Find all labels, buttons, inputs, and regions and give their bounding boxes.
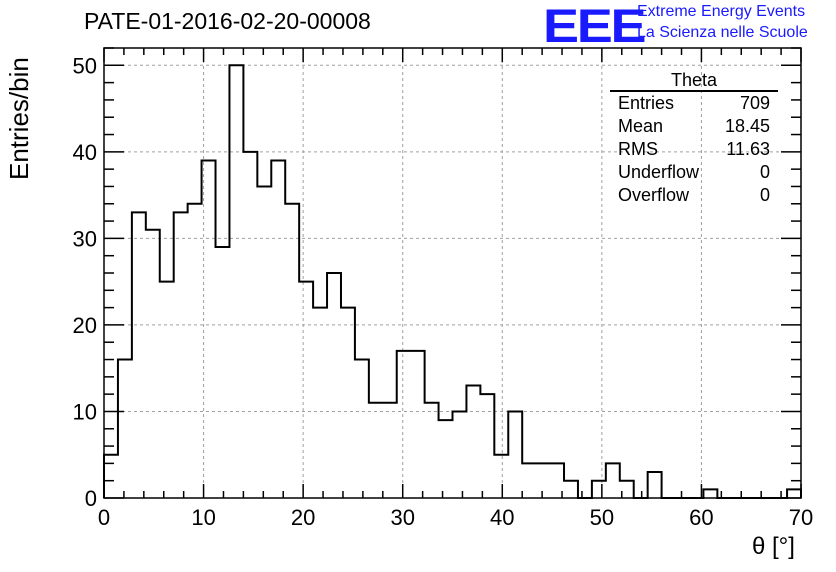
- stats-value: 0: [759, 185, 770, 205]
- stats-value: 11.63: [726, 139, 770, 159]
- histogram-bin: [411, 351, 425, 498]
- x-tick-label: 60: [689, 505, 713, 530]
- x-axis-label: θ [°]: [752, 533, 795, 560]
- x-tick-label: 50: [590, 505, 614, 530]
- histogram-bin: [648, 472, 662, 498]
- stats-row-mean: Mean 18.45: [610, 115, 778, 138]
- histogram-bin: [313, 308, 327, 498]
- tick-labels: 0 10 20 30 40 50 60 70 0 10 20 30 40 50: [73, 53, 814, 530]
- y-axis-label: Entries/bin: [4, 57, 34, 180]
- histogram-bin: [494, 455, 508, 498]
- histogram-bin: [174, 212, 188, 498]
- y-tick-label: 10: [73, 399, 97, 424]
- stats-box: Theta Entries 709 Mean 18.45 RMS 11.63 U…: [610, 70, 778, 207]
- x-tick-label: 70: [789, 505, 813, 530]
- x-tick-label: 20: [291, 505, 315, 530]
- histogram-bin: [285, 204, 299, 498]
- stats-title: Theta: [610, 70, 778, 92]
- histogram-bin: [355, 360, 369, 498]
- histogram-bin: [564, 481, 578, 498]
- histogram-bin: [132, 212, 146, 498]
- stats-row-underflow: Underflow 0: [610, 161, 778, 184]
- x-tick-label: 10: [191, 505, 215, 530]
- y-tick-label: 20: [73, 313, 97, 338]
- histogram-bin: [257, 186, 271, 498]
- histogram-bin: [271, 161, 285, 499]
- histogram-bin: [341, 308, 355, 498]
- stats-label: Mean: [618, 116, 664, 136]
- histogram-bin: [327, 273, 341, 498]
- histogram-bin: [369, 403, 383, 498]
- histogram-bin: [104, 455, 118, 498]
- stats-label: Entries: [618, 93, 675, 113]
- histogram-bin: [216, 247, 230, 498]
- histogram-bin: [160, 282, 174, 498]
- histogram-outline: [103, 64, 802, 499]
- stats-value: 18.45: [724, 116, 770, 136]
- stats-label: RMS: [618, 139, 658, 159]
- histogram-bin: [536, 463, 550, 498]
- x-tick-label: 0: [98, 505, 110, 530]
- histogram-bin: [522, 463, 536, 498]
- y-tick-label: 40: [73, 140, 97, 165]
- eee-logo: EEE: [543, 0, 647, 52]
- histogram-bin: [592, 481, 606, 498]
- stats-row-rms: RMS 11.63: [610, 138, 778, 161]
- histogram-bin: [453, 411, 467, 498]
- histogram-bin: [397, 351, 411, 498]
- y-tick-label: 30: [73, 226, 97, 251]
- histogram-bin: [299, 282, 313, 498]
- stats-value: 0: [759, 162, 770, 182]
- histogram-bin: [466, 386, 480, 499]
- histogram-bin: [703, 489, 717, 498]
- y-tick-label: 0: [85, 486, 97, 511]
- stats-value: 709: [739, 93, 770, 113]
- stats-label: Underflow: [618, 162, 700, 182]
- x-tick-label: 30: [390, 505, 414, 530]
- histogram-bin: [787, 489, 801, 498]
- x-tick-label: 40: [490, 505, 514, 530]
- histogram-bin: [188, 204, 202, 498]
- histogram-bin: [229, 65, 243, 498]
- y-tick-label: 50: [73, 53, 97, 78]
- histogram-bin: [606, 463, 620, 498]
- histogram-bin: [425, 403, 439, 498]
- histogram-bin: [118, 360, 132, 498]
- stats-row-entries: Entries 709: [610, 92, 778, 115]
- logo-line-1: Extreme Energy Events: [637, 3, 806, 20]
- histogram-bin: [439, 420, 453, 498]
- stats-row-overflow: Overflow 0: [610, 184, 778, 207]
- stats-label: Overflow: [618, 185, 690, 205]
- histogram-bin: [508, 411, 522, 498]
- chart-title: PATE-01-2016-02-20-00008: [84, 8, 371, 34]
- histogram-bin: [480, 394, 494, 498]
- histogram-bin: [146, 230, 160, 498]
- histogram-bin: [383, 403, 397, 498]
- logo-line-2: La Scienza nelle Scuole: [637, 24, 808, 41]
